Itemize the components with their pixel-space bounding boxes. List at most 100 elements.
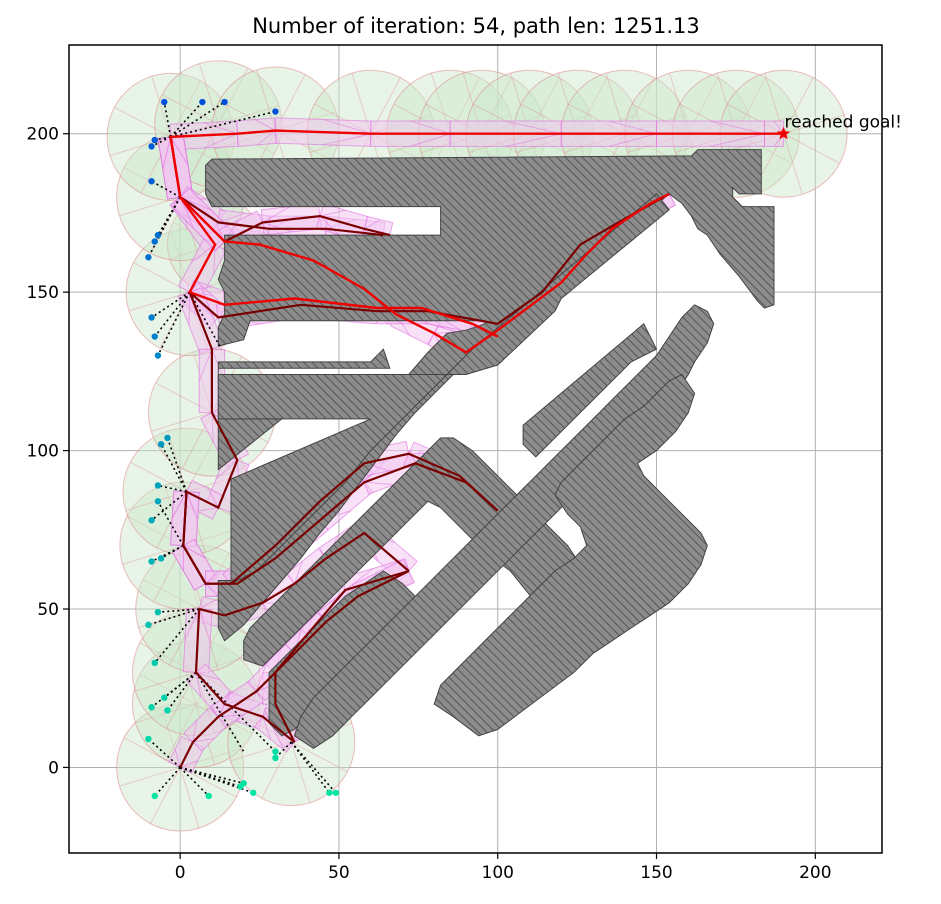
tree-edge xyxy=(148,608,200,626)
tree-node xyxy=(148,704,155,711)
circle-ray xyxy=(122,545,184,565)
tree-node xyxy=(145,254,152,261)
sensor-ray xyxy=(205,570,219,585)
y-tick-label: 50 xyxy=(37,600,59,620)
tree-edge xyxy=(179,766,244,785)
tree-edge xyxy=(151,180,181,198)
circle-ray xyxy=(150,767,181,824)
tree-node xyxy=(145,735,152,743)
tree-node xyxy=(164,434,171,442)
circle-ray xyxy=(119,766,181,787)
circle-ray xyxy=(151,76,172,138)
tree-nodes xyxy=(145,98,339,800)
sensor-ray xyxy=(192,737,215,743)
sensor-ray xyxy=(262,716,272,740)
sensor-ray xyxy=(195,672,202,697)
sensor-ray xyxy=(190,244,216,263)
tree-edge xyxy=(147,196,181,258)
tree-node xyxy=(326,789,333,796)
sensor-ray xyxy=(319,215,339,235)
obstacle xyxy=(522,323,658,458)
goal-star-icon xyxy=(776,126,791,140)
tree-edge xyxy=(154,766,181,797)
sensor-ray xyxy=(196,507,219,512)
tree-node xyxy=(151,792,158,800)
circle-ray xyxy=(135,671,197,692)
circle-ray xyxy=(151,412,213,432)
sensor-ray xyxy=(195,671,220,681)
y-tick-label: 150 xyxy=(27,283,59,303)
obstacle xyxy=(433,373,708,737)
sensor-ray xyxy=(608,133,657,147)
tree-node xyxy=(221,98,228,106)
chart-title: Number of iteration: 54, path len: 1251.… xyxy=(252,14,700,38)
tree-edge xyxy=(157,608,200,613)
tree-node xyxy=(154,482,162,489)
sensor-ray xyxy=(183,545,206,559)
tree-node xyxy=(148,143,155,150)
y-tick-label: 200 xyxy=(27,125,59,145)
sensor-ray xyxy=(294,560,303,584)
sensor-ray xyxy=(255,119,276,131)
tree-edge xyxy=(147,738,181,769)
tree-node xyxy=(148,558,155,565)
tree-node xyxy=(145,621,152,629)
circle-ray xyxy=(161,94,219,125)
tree-edge xyxy=(151,136,171,148)
alternative-paths xyxy=(169,136,670,768)
tree-node xyxy=(151,238,158,245)
tree-edge xyxy=(154,196,181,242)
obstacles xyxy=(205,149,775,749)
sensor-ray xyxy=(710,133,765,147)
sensor-ray xyxy=(319,209,346,217)
goal-marker xyxy=(776,126,791,140)
tree-node xyxy=(154,352,162,359)
sensor-ray xyxy=(198,349,213,382)
x-tick-label: 50 xyxy=(328,863,350,883)
x-tick-label: 200 xyxy=(799,863,831,883)
sensor-ray xyxy=(171,491,187,519)
circle-ray xyxy=(128,291,190,312)
sensor-ray xyxy=(505,133,562,147)
tree-node xyxy=(240,780,247,787)
tree-edge xyxy=(163,101,172,138)
x-tick-label: 0 xyxy=(175,863,186,883)
y-tick-label: 100 xyxy=(27,442,59,462)
tree-edges xyxy=(147,101,337,797)
sensor-ray xyxy=(410,133,451,147)
circle-ray xyxy=(114,106,171,138)
sensor-ray xyxy=(162,136,172,170)
sensor-ray xyxy=(257,130,276,146)
circle-ray xyxy=(783,133,840,164)
sensor-ray xyxy=(192,720,198,743)
sensor-ray xyxy=(205,583,219,597)
tree-node xyxy=(154,231,162,239)
sensor-ray xyxy=(179,759,199,768)
tree-edge xyxy=(154,608,200,664)
tree-edge xyxy=(160,544,184,560)
sensor-ray xyxy=(215,459,238,480)
best-path xyxy=(169,129,784,354)
circle-ray xyxy=(165,703,197,761)
tree-node xyxy=(272,754,279,762)
alt-path xyxy=(179,570,410,768)
sensor-ray xyxy=(184,608,200,641)
sensor-ray xyxy=(188,292,191,326)
circle-ray xyxy=(783,114,845,135)
circle-ray xyxy=(291,741,348,773)
tree-node xyxy=(157,555,165,562)
sensor-ray xyxy=(322,133,371,146)
sensor-ray xyxy=(410,120,451,135)
tree-node xyxy=(164,707,171,714)
circle-ray xyxy=(783,77,814,134)
circle-ray xyxy=(135,703,197,724)
circle-ray xyxy=(176,643,197,705)
x-tick-label: 150 xyxy=(640,863,672,883)
tree-node xyxy=(148,517,155,524)
tree-edge xyxy=(157,291,191,356)
sensor-ray xyxy=(174,748,181,768)
tree-node xyxy=(154,608,162,616)
circle-ray xyxy=(130,461,187,493)
tree-node xyxy=(199,98,206,106)
tree-node xyxy=(148,314,155,321)
